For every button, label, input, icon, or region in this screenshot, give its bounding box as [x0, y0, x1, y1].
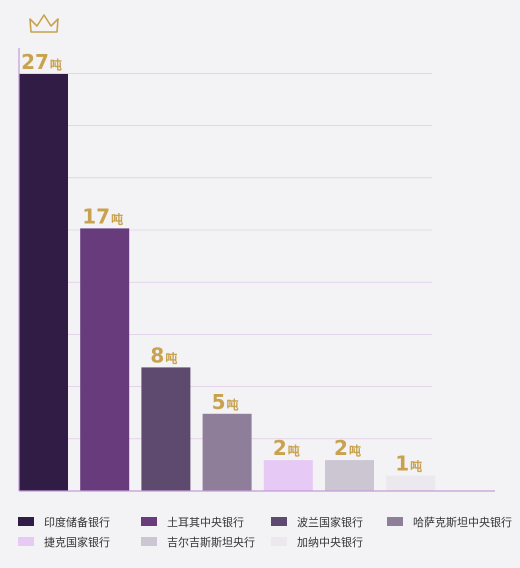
- value-label-2: 8吨: [150, 343, 177, 367]
- legend-label-2: 波兰国家银行: [297, 515, 363, 529]
- legend-swatch-3: [387, 517, 403, 526]
- legend-swatch-1: [141, 517, 157, 526]
- bars: [19, 74, 436, 491]
- crown-icon: [29, 14, 59, 33]
- value-label-5: 2吨: [334, 436, 361, 460]
- bar-2: [141, 367, 191, 491]
- legend-label-3: 哈萨克斯坦中央银行: [413, 515, 512, 529]
- bar-3: [202, 413, 252, 491]
- legend-swatch-0: [18, 517, 34, 526]
- bar-1: [80, 228, 130, 491]
- legend-swatch-6: [271, 537, 287, 546]
- legend-label-6: 加纳中央银行: [297, 535, 363, 549]
- bar-6: [386, 475, 436, 491]
- value-label-0: 27吨: [21, 50, 62, 74]
- bar-4: [263, 460, 313, 491]
- value-label-1: 17吨: [82, 204, 123, 228]
- legend-label-5: 吉尔吉斯斯坦央行: [167, 535, 255, 549]
- axes: [18, 48, 495, 492]
- legend-swatch-5: [141, 537, 157, 546]
- legend-swatch-4: [18, 537, 34, 546]
- value-label-6: 1吨: [395, 452, 422, 476]
- value-labels: 27吨 17吨 8吨 5吨 2吨 2吨 1吨: [21, 50, 422, 476]
- value-label-3: 5吨: [212, 390, 239, 414]
- bar-5: [325, 460, 374, 491]
- bar-0: [19, 74, 68, 491]
- legend-label-0: 印度储备银行: [44, 515, 110, 529]
- legend-label-4: 捷克国家银行: [44, 535, 110, 549]
- value-label-4: 2吨: [273, 436, 300, 460]
- legend-label-1: 土耳其中央银行: [167, 515, 244, 529]
- legend-swatch-2: [271, 517, 287, 526]
